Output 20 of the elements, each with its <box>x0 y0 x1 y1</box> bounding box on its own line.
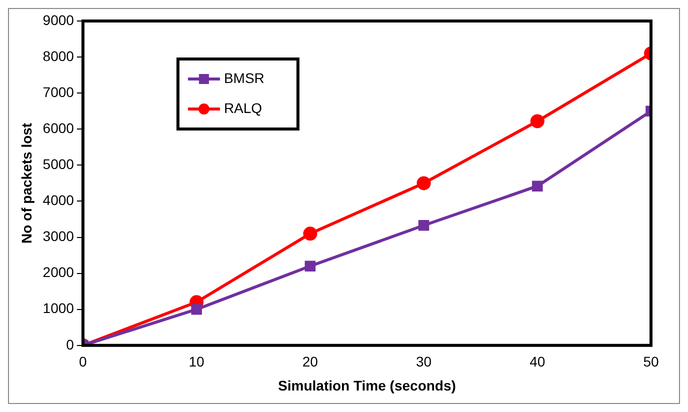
y-axis-title: No of packets lost <box>18 122 34 244</box>
x-tick-label: 30 <box>416 354 432 370</box>
x-tick-label: 50 <box>643 354 659 370</box>
y-tick-label: 1000 <box>42 300 74 316</box>
y-tick-label: 5000 <box>42 156 74 172</box>
y-tick-label: 0 <box>66 336 74 352</box>
x-axis-title: Simulation Time (seconds) <box>278 377 456 394</box>
y-tick-label: 6000 <box>42 120 74 136</box>
y-tick-label: 7000 <box>42 84 74 100</box>
x-tick-label: 40 <box>530 354 546 370</box>
y-tick-label: 3000 <box>42 228 74 244</box>
y-tick-label: 8000 <box>42 48 74 64</box>
x-tick-label: 20 <box>302 354 318 370</box>
x-tick-label: 0 <box>79 354 88 370</box>
legend-label: BMSR <box>224 70 264 86</box>
y-tick-label: 9000 <box>42 12 74 28</box>
x-tick-label: 10 <box>188 354 205 370</box>
y-tick-label: 2000 <box>42 264 74 280</box>
legend-label: RALQ <box>224 100 262 116</box>
y-tick-label: 4000 <box>42 192 74 208</box>
